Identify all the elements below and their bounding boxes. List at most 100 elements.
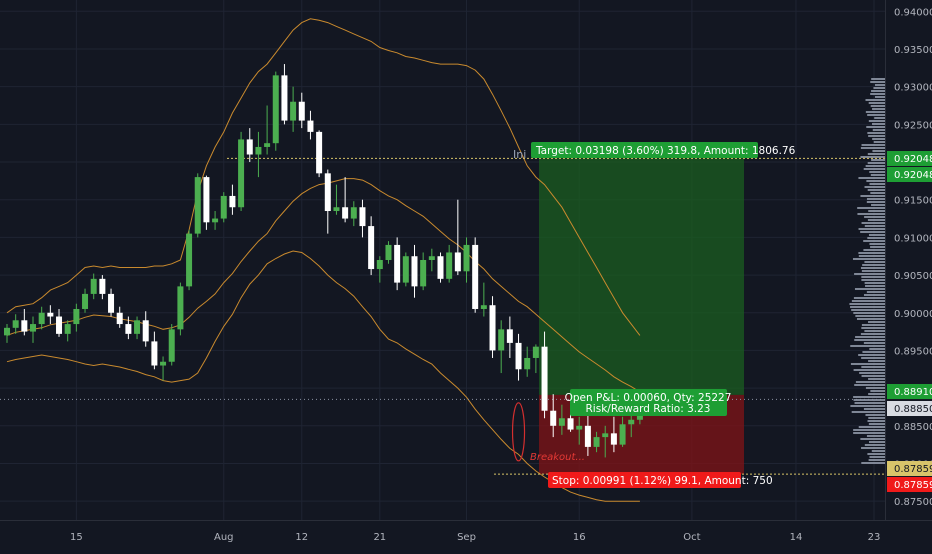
candle[interactable] [602,425,609,458]
candle[interactable] [350,201,357,227]
candle-body[interactable] [394,244,401,283]
candle[interactable] [463,237,470,283]
candle-body[interactable] [116,312,123,325]
candle-body[interactable] [463,244,470,272]
candle-body[interactable] [186,233,193,287]
candle-body[interactable] [30,324,37,332]
candle-body[interactable] [108,293,115,313]
candle[interactable] [160,356,167,381]
candle[interactable] [454,199,461,276]
candle-body[interactable] [324,173,331,212]
candle[interactable] [472,237,479,313]
candle[interactable] [610,416,617,453]
candle[interactable] [90,273,97,300]
candle-body[interactable] [64,324,71,334]
candle-body[interactable] [454,252,461,272]
candle-body[interactable] [333,207,340,212]
candle-body[interactable] [316,131,323,174]
candle-body[interactable] [420,260,427,287]
candle-body[interactable] [264,143,271,147]
candle-body[interactable] [437,256,444,279]
candle-body[interactable] [160,361,167,366]
candle-body[interactable] [142,320,149,342]
candle-body[interactable] [628,419,635,425]
candle-body[interactable] [56,316,63,334]
candle-body[interactable] [472,244,479,309]
candle-body[interactable] [12,320,19,328]
candle-body[interactable] [290,101,297,121]
candle-body[interactable] [541,346,548,411]
candle[interactable] [532,344,539,374]
candle-body[interactable] [506,329,513,343]
candle-body[interactable] [307,120,314,132]
candle-body[interactable] [524,357,531,370]
candle-body[interactable] [385,244,392,260]
candle-body[interactable] [567,418,574,430]
candle-body[interactable] [281,75,288,121]
candle-body[interactable] [82,293,89,309]
candle[interactable] [194,173,201,238]
candle-body[interactable] [220,195,227,219]
candle-body[interactable] [4,327,10,336]
candle[interactable] [593,431,600,453]
candle-body[interactable] [359,207,366,227]
candle[interactable] [125,316,132,340]
candle-body[interactable] [255,146,262,155]
candle[interactable] [428,248,435,272]
candle[interactable] [116,306,123,328]
candle[interactable] [12,314,19,334]
candle[interactable] [411,244,418,298]
candle[interactable] [541,331,548,419]
candle-body[interactable] [177,286,184,330]
candles[interactable] [4,64,643,458]
candle[interactable] [498,320,505,374]
candle[interactable] [177,282,184,336]
candle[interactable] [298,92,305,129]
candle[interactable] [324,169,331,234]
candle-body[interactable] [229,195,236,208]
candle[interactable] [47,305,54,325]
candle[interactable] [272,71,279,151]
candle-body[interactable] [428,256,435,260]
candle[interactable] [385,241,392,264]
candle[interactable] [82,288,89,313]
candle-body[interactable] [246,139,253,155]
candle-body[interactable] [532,346,539,358]
candle[interactable] [480,282,487,317]
candle[interactable] [307,110,314,140]
candle[interactable] [4,324,10,343]
candle-body[interactable] [550,410,557,426]
candle-body[interactable] [584,425,591,447]
candle[interactable] [212,211,219,230]
candle-body[interactable] [602,433,609,438]
candle-body[interactable] [498,329,505,351]
candle[interactable] [619,416,626,447]
candle[interactable] [264,105,271,155]
candle[interactable] [151,331,158,370]
candle-body[interactable] [298,101,305,121]
candle-body[interactable] [411,256,418,287]
candle[interactable] [186,229,193,291]
candle[interactable] [628,412,635,438]
candle[interactable] [203,175,210,230]
candle[interactable] [394,237,401,291]
candle[interactable] [290,86,297,132]
candle[interactable] [64,320,71,342]
candle[interactable] [515,333,522,381]
candle-body[interactable] [593,437,600,447]
candle[interactable] [246,128,253,163]
candle-body[interactable] [38,312,45,325]
candle-body[interactable] [489,305,496,351]
candle[interactable] [99,275,106,300]
candle[interactable] [420,252,427,291]
candle-body[interactable] [515,342,522,370]
candle-body[interactable] [73,308,80,325]
candle-body[interactable] [480,305,487,309]
candle[interactable] [238,131,245,212]
candle[interactable] [446,244,453,283]
candle-body[interactable] [194,177,201,234]
candle-body[interactable] [619,424,626,445]
candle-body[interactable] [125,324,132,334]
